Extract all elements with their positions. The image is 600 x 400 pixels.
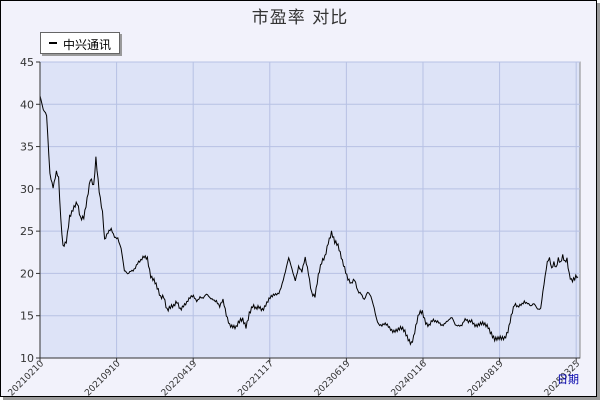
tick-label-x: 20240116 bbox=[390, 359, 430, 399]
tick-label-y: 30 bbox=[20, 183, 34, 196]
legend-swatch bbox=[49, 42, 57, 44]
tick-label-y: 35 bbox=[20, 141, 34, 154]
x-axis-label: 日期 bbox=[557, 373, 579, 386]
tick-label-x: 20210910 bbox=[83, 359, 123, 399]
tick-label-y: 25 bbox=[20, 225, 34, 238]
legend: 中兴通讯 bbox=[40, 32, 120, 54]
frame-shadow-right bbox=[597, 3, 600, 400]
tick-label-x: 20220419 bbox=[160, 359, 200, 399]
tick-label-y: 40 bbox=[20, 98, 34, 111]
chart-title: 市盈率 对比 bbox=[251, 8, 349, 28]
tick-label-x: 20221117 bbox=[236, 359, 275, 398]
series-line bbox=[39, 95, 579, 346]
tick-label-x: 20240819 bbox=[466, 359, 506, 399]
legend-label: 中兴通讯 bbox=[63, 38, 112, 52]
tick-label-y: 20 bbox=[20, 267, 34, 280]
tick-label-y: 45 bbox=[20, 56, 34, 69]
tick-label-y: 10 bbox=[20, 352, 34, 365]
tick-label-y: 15 bbox=[20, 310, 34, 323]
tick-label-x: 20230619 bbox=[313, 359, 353, 399]
frame-shadow-bottom bbox=[3, 397, 600, 400]
plot-background bbox=[39, 61, 581, 359]
